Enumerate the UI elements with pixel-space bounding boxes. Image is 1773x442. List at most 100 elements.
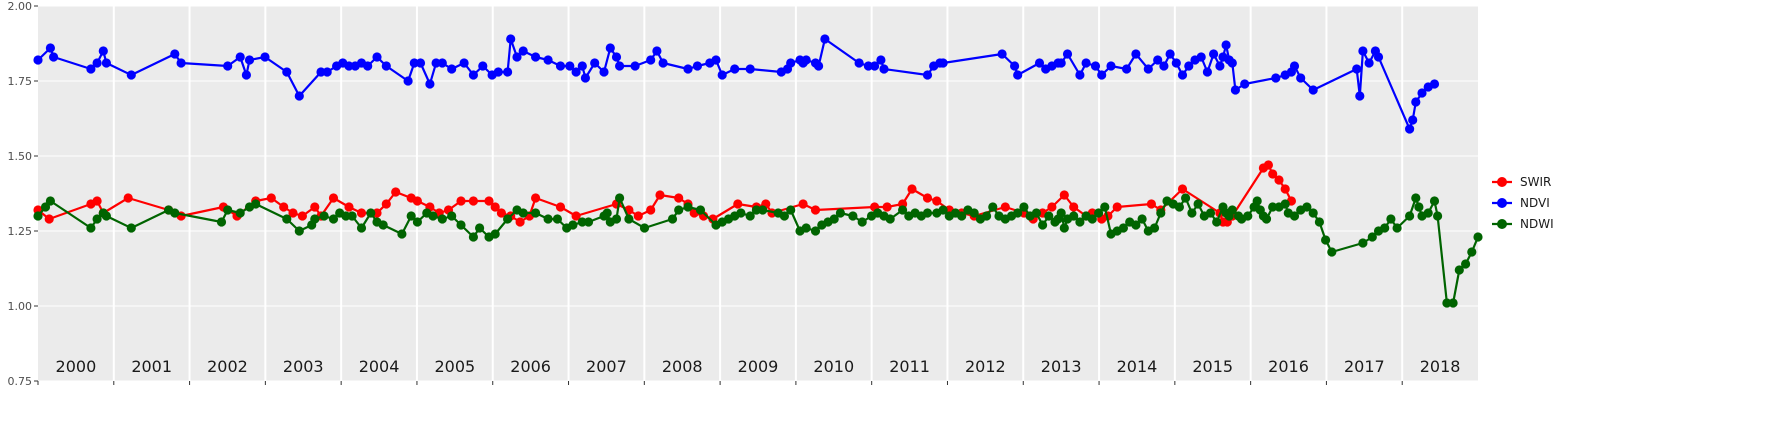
data-point-ndwi bbox=[1429, 196, 1440, 206]
data-point-ndvi bbox=[555, 61, 566, 71]
data-point-ndvi bbox=[571, 67, 581, 77]
data-point-ndvi bbox=[1408, 115, 1418, 125]
data-point-ndvi bbox=[101, 58, 111, 68]
data-point-swir bbox=[297, 211, 307, 221]
year-label: 2010 bbox=[813, 357, 854, 376]
data-point-swir bbox=[1177, 184, 1188, 194]
data-point-swir bbox=[932, 196, 942, 206]
data-point-ndvi bbox=[503, 67, 513, 77]
data-point-swir bbox=[44, 214, 54, 224]
data-point-ndvi bbox=[854, 58, 864, 68]
data-point-ndwi bbox=[611, 214, 622, 224]
y-tick-label: 1.50 bbox=[8, 150, 33, 163]
data-point-swir bbox=[490, 202, 500, 212]
data-point-ndvi bbox=[1209, 49, 1219, 59]
data-point-ndvi bbox=[381, 61, 391, 71]
data-point-swir bbox=[907, 184, 917, 194]
data-point-swir bbox=[1059, 190, 1069, 200]
data-point-ndvi bbox=[820, 34, 830, 44]
data-point-ndvi bbox=[244, 55, 255, 65]
data-point-ndwi bbox=[251, 199, 261, 209]
data-point-swir bbox=[496, 208, 506, 218]
data-point-ndvi bbox=[1417, 88, 1427, 98]
data-point-swir bbox=[733, 199, 743, 209]
data-point-ndwi bbox=[1031, 208, 1041, 218]
data-point-ndvi bbox=[282, 67, 292, 77]
data-point-ndvi bbox=[683, 64, 693, 74]
data-point-ndwi bbox=[347, 211, 357, 221]
data-point-ndwi bbox=[126, 223, 136, 233]
data-point-ndvi bbox=[1122, 64, 1132, 74]
data-point-ndvi bbox=[518, 46, 528, 56]
data-point-ndwi bbox=[531, 208, 541, 218]
data-point-ndvi bbox=[403, 76, 413, 86]
data-point-ndwi bbox=[1433, 211, 1443, 221]
data-point-ndvi bbox=[1411, 97, 1421, 107]
data-point-ndwi bbox=[786, 205, 796, 215]
year-label: 2007 bbox=[586, 357, 627, 376]
y-tick-label: 1.25 bbox=[8, 225, 33, 238]
data-point-ndvi bbox=[692, 61, 703, 71]
series-ndwi bbox=[33, 193, 1483, 308]
year-label: 2013 bbox=[1041, 357, 1082, 376]
data-point-ndvi bbox=[1143, 64, 1153, 74]
data-point-ndwi bbox=[1448, 298, 1458, 308]
data-point-swir bbox=[1047, 202, 1057, 212]
data-point-ndwi bbox=[543, 214, 553, 224]
data-point-ndvi bbox=[1308, 85, 1318, 95]
data-point-ndvi bbox=[543, 55, 553, 65]
data-point-ndwi bbox=[366, 208, 376, 218]
data-point-ndvi bbox=[1352, 64, 1362, 74]
data-point-ndvi bbox=[260, 52, 270, 62]
data-point-ndvi bbox=[646, 55, 656, 65]
data-point-ndwi bbox=[857, 217, 867, 227]
data-point-swir bbox=[1112, 202, 1122, 212]
data-point-ndvi bbox=[1373, 52, 1384, 62]
data-point-ndvi bbox=[478, 61, 488, 71]
data-point-ndvi bbox=[98, 46, 108, 56]
data-point-ndwi bbox=[1212, 217, 1222, 227]
data-point-ndwi bbox=[490, 229, 500, 239]
data-point-ndwi bbox=[1075, 217, 1085, 227]
data-point-ndwi bbox=[885, 214, 895, 224]
data-point-ndwi bbox=[1302, 202, 1312, 212]
data-point-ndvi bbox=[170, 49, 180, 59]
data-point-ndvi bbox=[1221, 40, 1231, 50]
data-point-ndvi bbox=[577, 61, 587, 71]
legend-key-point bbox=[1497, 198, 1507, 208]
year-label: 2002 bbox=[207, 357, 248, 376]
data-point-ndwi bbox=[397, 229, 407, 239]
legend-key-point bbox=[1497, 177, 1507, 187]
series-group bbox=[33, 34, 1483, 308]
data-point-ndwi bbox=[615, 193, 625, 203]
data-point-ndwi bbox=[751, 205, 762, 215]
data-point-ndwi bbox=[1414, 202, 1424, 212]
data-point-swir bbox=[1268, 169, 1278, 179]
year-label: 2017 bbox=[1344, 357, 1385, 376]
year-label: 2018 bbox=[1420, 357, 1461, 376]
data-point-ndwi bbox=[683, 202, 693, 212]
data-point-ndvi bbox=[1131, 49, 1141, 59]
data-point-ndwi bbox=[674, 205, 684, 215]
data-point-ndwi bbox=[1181, 193, 1191, 203]
data-point-ndwi bbox=[602, 208, 612, 218]
data-point-ndvi bbox=[1429, 79, 1440, 89]
data-point-swir bbox=[92, 196, 102, 206]
data-point-ndvi bbox=[126, 70, 136, 80]
year-label: 2014 bbox=[1117, 357, 1158, 376]
data-point-ndwi bbox=[1411, 193, 1421, 203]
data-point-ndvi bbox=[879, 64, 889, 74]
data-point-swir bbox=[344, 202, 354, 212]
data-point-ndvi bbox=[1230, 85, 1240, 95]
plot-panel bbox=[38, 6, 1478, 381]
data-point-ndwi bbox=[1314, 217, 1324, 227]
year-labels: 2000 2001 2002 2003 2004 2005 2006 2007 2008 2009… bbox=[56, 357, 1461, 376]
data-point-ndvi bbox=[33, 55, 43, 65]
data-point-ndwi bbox=[1423, 208, 1433, 218]
data-point-ndwi bbox=[294, 226, 304, 236]
year-label: 2009 bbox=[738, 357, 779, 376]
data-point-ndvi bbox=[531, 52, 541, 62]
data-point-ndvi bbox=[870, 61, 880, 71]
data-point-ndwi bbox=[45, 196, 56, 206]
data-point-ndwi bbox=[216, 217, 227, 227]
